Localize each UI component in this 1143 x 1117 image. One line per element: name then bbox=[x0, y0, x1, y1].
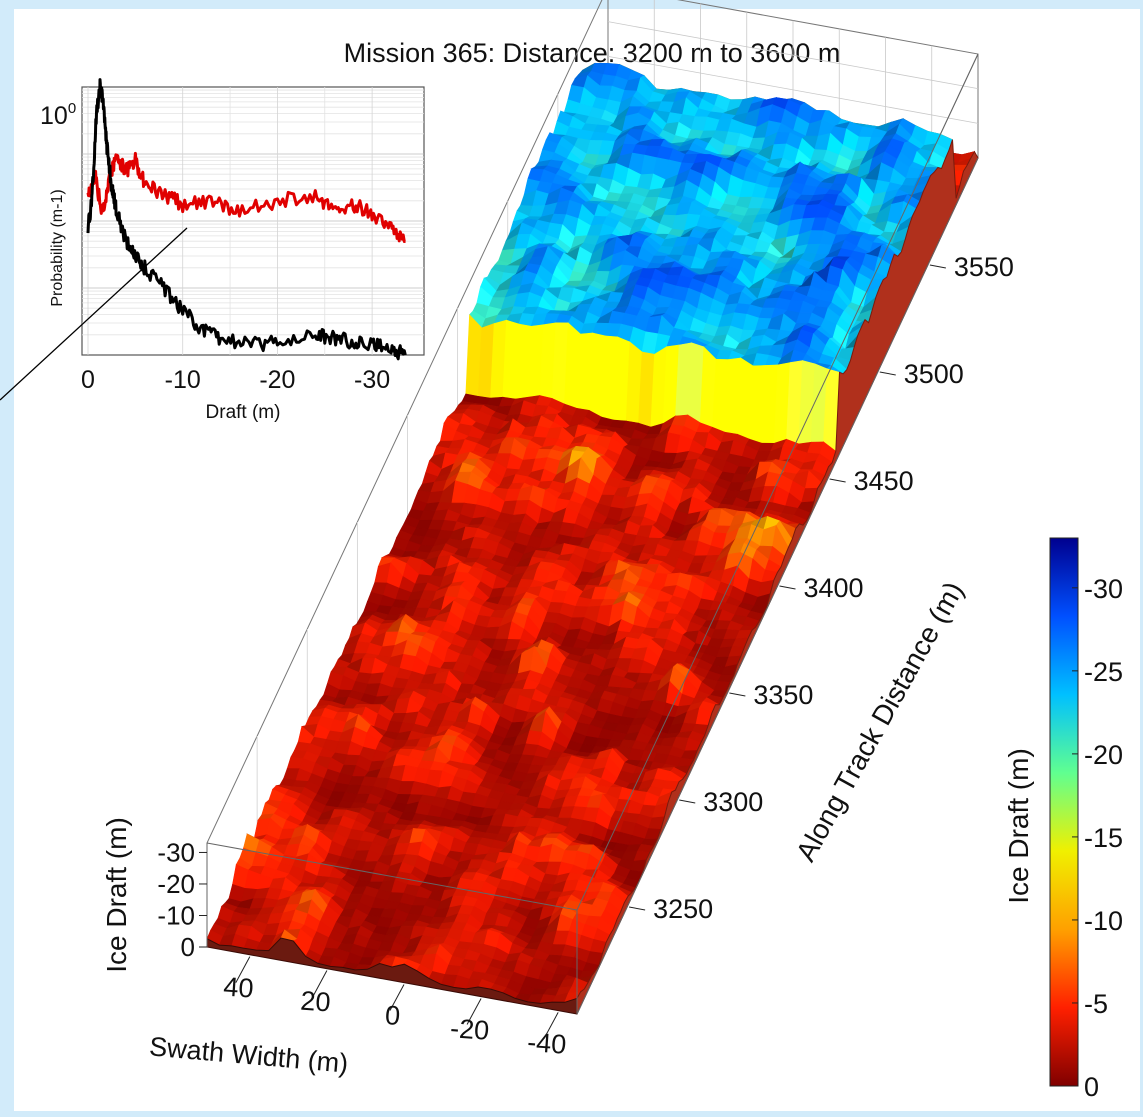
z-tick-label: -30 bbox=[157, 837, 195, 867]
inset-x-tick-label: -10 bbox=[165, 366, 201, 394]
box-edge bbox=[576, 53, 979, 911]
y-tick-label: 3550 bbox=[954, 252, 1014, 282]
inset-pointer-line bbox=[0, 227, 188, 401]
colorbar-label: Ice Draft (m) bbox=[1003, 748, 1034, 904]
inset-y-axis-label: Probability (m-1) bbox=[49, 189, 66, 306]
x-tick-label: 40 bbox=[222, 972, 254, 1004]
inset-series-line bbox=[86, 78, 407, 361]
surface-front-skirt bbox=[206, 937, 578, 1015]
box-edge bbox=[206, 842, 578, 911]
inset-y-tick-label: 100 bbox=[40, 100, 76, 130]
inset-series bbox=[86, 78, 407, 361]
y-tick bbox=[829, 478, 846, 483]
y-tick-label: 3350 bbox=[753, 680, 813, 710]
inset-x-tick-label: 0 bbox=[81, 366, 95, 394]
main-title: Mission 365: Distance: 3200 m to 3600 m bbox=[344, 38, 841, 68]
y-tick bbox=[779, 585, 796, 590]
y-tick-label: 3250 bbox=[653, 894, 713, 924]
y-tick bbox=[629, 906, 646, 911]
x-tick bbox=[389, 984, 405, 1011]
inset-histogram: 0 -10 -20 -30 100 Probability (m-1) Draft (… bbox=[40, 78, 425, 423]
colorbar-tick-label: -30 bbox=[1084, 574, 1123, 604]
colorbar-tick-label: -10 bbox=[1084, 906, 1123, 936]
x-tick-label: -20 bbox=[449, 1013, 490, 1046]
colorbar-scale bbox=[1049, 537, 1079, 1087]
axes-box-front bbox=[206, 53, 979, 1015]
x-tick bbox=[543, 1012, 559, 1039]
z-axis-label: Ice Draft (m) bbox=[101, 817, 132, 973]
y-tick-label: 3400 bbox=[804, 573, 864, 603]
y-tick bbox=[729, 692, 746, 697]
y-tick bbox=[679, 799, 696, 804]
y-tick-label: 3500 bbox=[904, 359, 964, 389]
y-tick bbox=[929, 264, 946, 269]
inset-gridlines bbox=[82, 87, 424, 355]
z-axis: Ice Draft (m) -30-20-100 bbox=[101, 817, 207, 973]
colorbar-tick-label: -20 bbox=[1084, 740, 1123, 770]
colorbar: Ice Draft (m) -30 -25 -20 -15 -10 -5 0 bbox=[1003, 537, 1123, 1102]
x-tick bbox=[235, 956, 251, 983]
z-tick-label: 0 bbox=[181, 932, 195, 962]
x-tick-label: 20 bbox=[300, 986, 332, 1018]
x-tick-label: 0 bbox=[384, 1000, 401, 1031]
colorbar-tick-label: -25 bbox=[1084, 657, 1123, 687]
inset-x-tick-label: -20 bbox=[259, 366, 295, 394]
x-tick bbox=[312, 970, 328, 997]
colorbar-tick-label: -5 bbox=[1084, 989, 1108, 1019]
y-tick-label: 3450 bbox=[854, 466, 914, 496]
ice-draft-surface bbox=[206, 62, 979, 1015]
inset-x-tick-label: -30 bbox=[354, 366, 390, 394]
colorbar-tick-label: -15 bbox=[1084, 823, 1123, 853]
x-tick-label: -40 bbox=[526, 1027, 567, 1060]
z-tick-label: -20 bbox=[157, 869, 195, 899]
x-axis-label: Swath Width (m) bbox=[148, 1031, 349, 1078]
grid-line bbox=[607, 21, 979, 90]
z-tick-label: -10 bbox=[157, 900, 195, 930]
x-tick bbox=[466, 998, 482, 1025]
y-tick bbox=[879, 371, 896, 376]
grid-line bbox=[607, 55, 979, 124]
y-tick-label: 3300 bbox=[703, 787, 763, 817]
inset-x-axis-label: Draft (m) bbox=[206, 402, 281, 423]
box-edge bbox=[576, 157, 979, 1015]
colorbar-tick-label: 0 bbox=[1084, 1072, 1099, 1102]
inset-ticks: 0 -10 -20 -30 bbox=[81, 366, 390, 394]
y-axis-label: Along Track Distance (m) bbox=[790, 576, 970, 866]
